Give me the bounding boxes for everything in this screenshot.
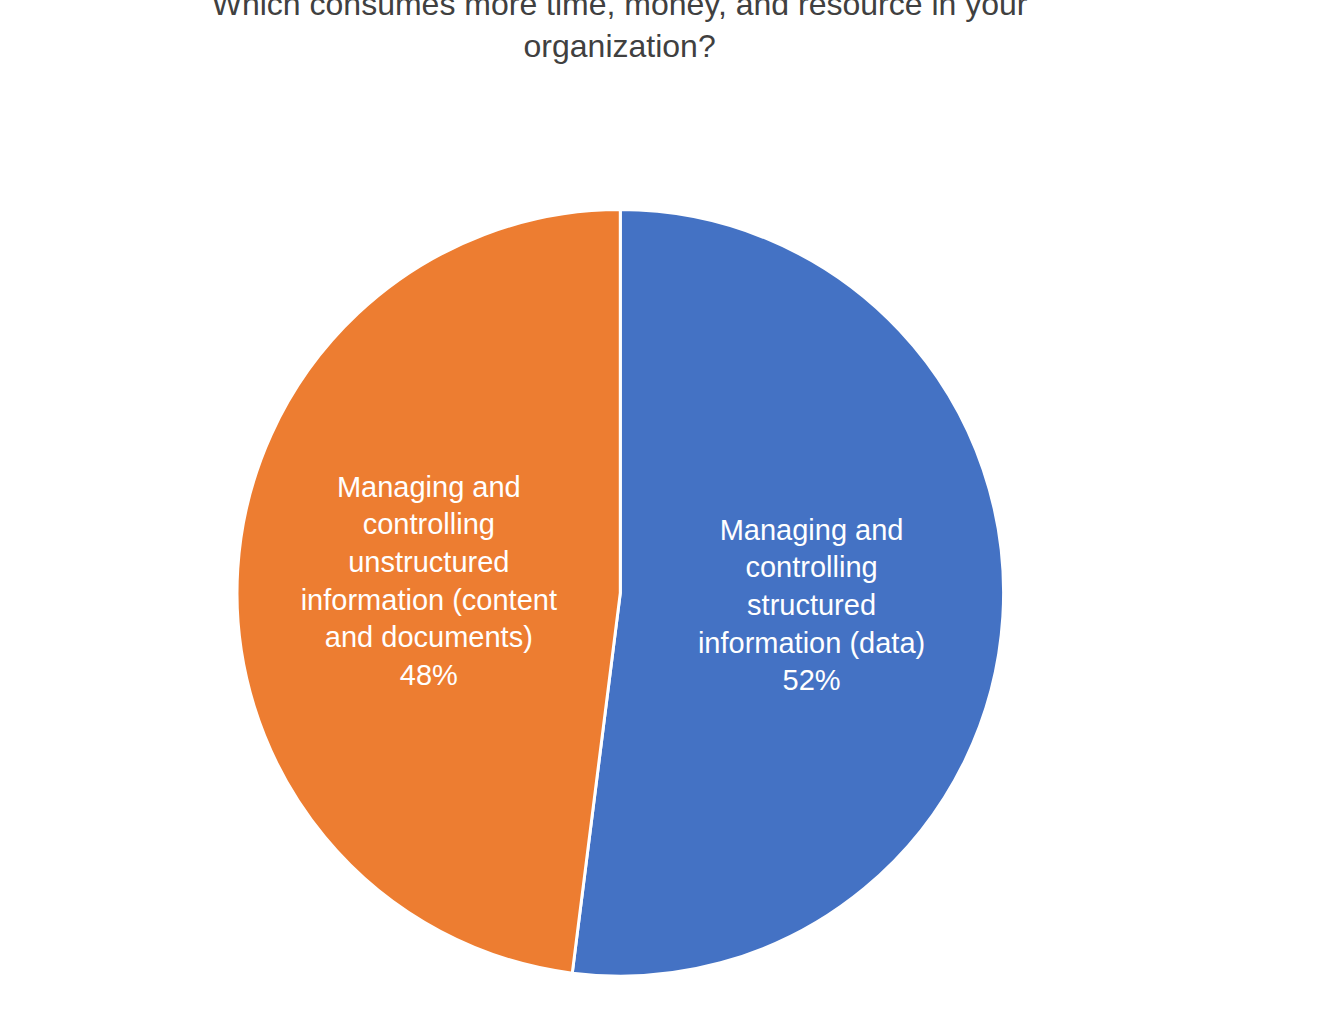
svg-text:Managing andcontrollingstructu: Managing andcontrollingstructuredinforma… — [698, 514, 925, 697]
svg-text:Which consumes more time, mone: Which consumes more time, money, and res… — [212, 0, 1028, 64]
svg-text:Managing andcontrollingunstruc: Managing andcontrollingunstructuredinfor… — [301, 471, 557, 692]
